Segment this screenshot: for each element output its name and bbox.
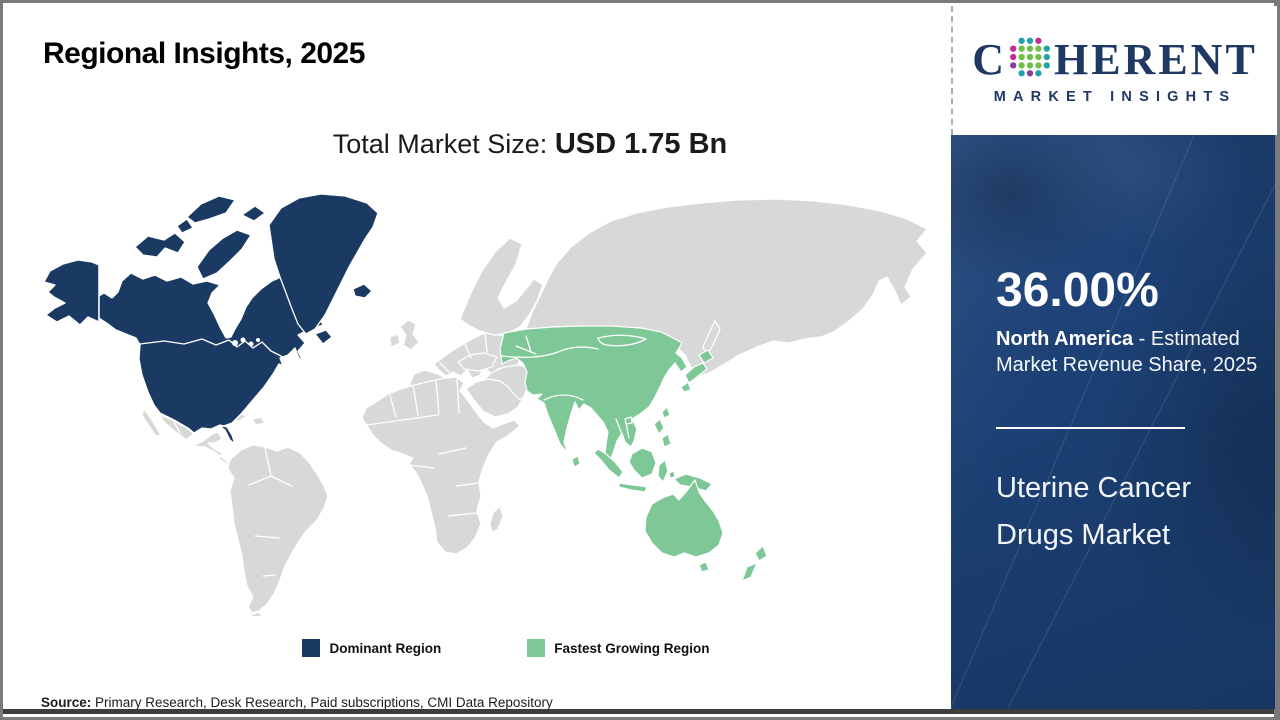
source-note: Source: Primary Research, Desk Research,… (41, 695, 553, 710)
highlight-sidebar: 36.00% North America - Estimated Market … (951, 135, 1275, 709)
market-share-value: 36.00% (996, 264, 1159, 317)
region-asia-pacific (499, 325, 768, 582)
dominant-region-label: Dominant Region (329, 640, 442, 656)
brand-word-start: C (972, 34, 1007, 84)
market-name-line1: Uterine Cancer (996, 472, 1192, 504)
sidebar-map-texture (951, 135, 1275, 709)
source-label: Source: (41, 695, 92, 710)
map-legend: Dominant Region Fastest Growing Region (33, 639, 979, 657)
region-north-america (43, 193, 379, 445)
legend-item-fastest-growing: Fastest Growing Region (527, 639, 710, 657)
fastest-growing-region-label: Fastest Growing Region (554, 640, 710, 656)
source-text: Primary Research, Desk Research, Paid su… (95, 695, 553, 710)
total-market-size: Total Market Size: USD 1.75 Bn (57, 128, 1003, 161)
page-title: Regional Insights, 2025 (43, 37, 365, 70)
dominant-region-name: North America (996, 328, 1134, 350)
brand-word-end: HERENT (1053, 34, 1258, 84)
total-market-size-label: Total Market Size: (332, 129, 548, 159)
market-share-description: North America - Estimated Market Revenue… (996, 326, 1272, 378)
market-name-line2: Drugs Market (996, 519, 1171, 551)
logo-globe-icon (1009, 36, 1051, 83)
sidebar-divider (996, 427, 1185, 429)
region-rest-of-world (141, 198, 928, 620)
legend-item-dominant: Dominant Region (302, 639, 441, 657)
brand-tagline: MARKET INSIGHTS (993, 89, 1237, 105)
share-description-text: - Estimated Market Revenue Share, 2025 (996, 328, 1258, 376)
total-market-size-value: USD 1.75 Bn (554, 128, 728, 160)
world-map (36, 186, 933, 620)
bottom-divider (3, 709, 1274, 714)
market-name: Uterine Cancer Drugs Market (996, 465, 1191, 559)
fastest-growing-region-swatch (527, 639, 546, 657)
brand-wordmark: C HERENT (972, 36, 1258, 83)
dominant-region-swatch (302, 639, 321, 657)
brand-logo: C HERENT MARKET INSIGHTS (951, 6, 1277, 135)
